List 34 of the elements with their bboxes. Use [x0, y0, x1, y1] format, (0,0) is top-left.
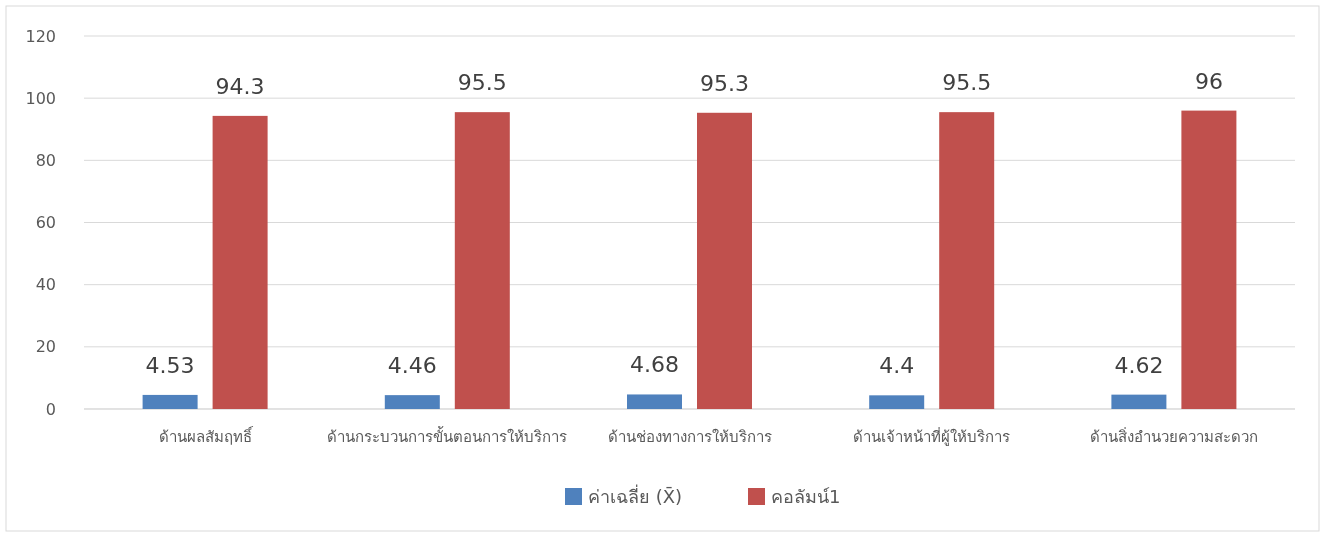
data-label: 4.46	[387, 353, 437, 379]
data-label: 95.5	[942, 70, 992, 96]
legend-label: ค่าเฉลี่ย (X̄)	[588, 484, 683, 508]
bar	[697, 112, 752, 409]
bar	[142, 394, 198, 409]
bar	[454, 112, 510, 409]
bar	[869, 395, 925, 409]
bar	[1181, 110, 1237, 409]
data-label: 95.3	[700, 70, 749, 96]
x-tick-label: ด้านสิ่งอำนวยความสะดวก	[1089, 426, 1258, 446]
y-tick-label: 80	[35, 150, 56, 170]
bar	[939, 112, 995, 409]
data-label: 4.62	[1114, 352, 1164, 378]
data-label: 94.3	[215, 73, 265, 99]
bar	[212, 115, 268, 409]
data-label: 4.53	[145, 352, 195, 378]
data-label: 4.68	[630, 352, 679, 378]
y-tick-label: 0	[45, 399, 56, 419]
y-tick-label: 100	[25, 88, 56, 108]
data-label: 4.4	[879, 353, 915, 379]
data-label: 95.5	[457, 70, 507, 96]
bar	[384, 395, 440, 409]
x-tick-label: ด้านเจ้าหน้าที่ผู้ให้บริการ	[853, 426, 1011, 446]
x-tick-label: ด้านผลสัมฤทธิ์	[158, 426, 254, 446]
y-tick-label: 60	[35, 213, 56, 233]
bar	[627, 394, 682, 409]
data-label: 96	[1194, 68, 1223, 94]
legend-label: คอลัมน์1	[771, 486, 841, 508]
y-tick-label: 20	[35, 337, 56, 357]
y-tick-label: 120	[25, 26, 56, 46]
x-tick-label: ด้านกระบวนการขั้นตอนการให้บริการ	[327, 426, 568, 446]
x-tick-label: ด้านช่องทางการให้บริการ	[607, 428, 772, 446]
bar	[1111, 394, 1167, 409]
y-tick-label: 40	[35, 275, 56, 295]
